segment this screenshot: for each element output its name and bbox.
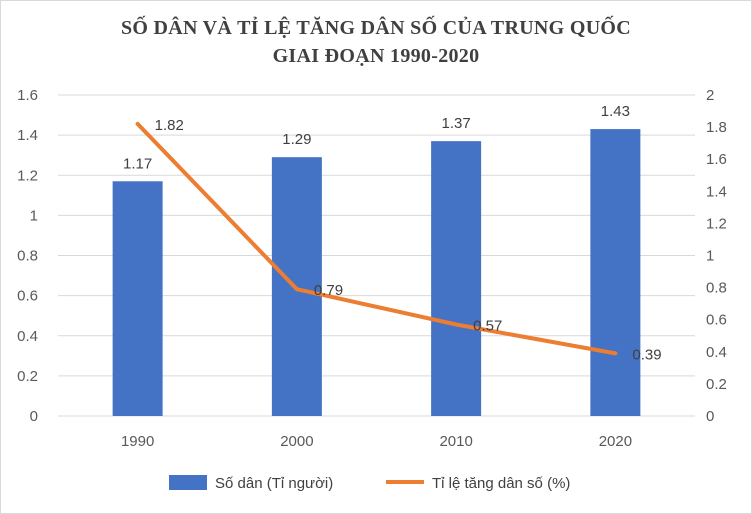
legend-line-label: Tỉ lệ tăng dân số (%) bbox=[432, 475, 570, 492]
right-tick-label: 0.6 bbox=[706, 312, 727, 329]
x-axis: 1990 2000 2010 2020 bbox=[121, 433, 632, 450]
x-tick-label: 1990 bbox=[121, 433, 154, 450]
line-data-label: 0.39 bbox=[632, 346, 661, 363]
data-labels: 1.17 1.29 1.37 1.43 1.82 0.79 0.57 0.39 bbox=[123, 103, 662, 363]
right-tick-label: 0.2 bbox=[706, 376, 727, 393]
x-tick-label: 2020 bbox=[599, 433, 632, 450]
right-tick-label: 1.6 bbox=[706, 151, 727, 168]
right-tick-label: 1 bbox=[706, 248, 714, 265]
x-tick-label: 2000 bbox=[280, 433, 313, 450]
left-tick-label: 0.8 bbox=[17, 248, 38, 265]
right-tick-label: 1.4 bbox=[706, 183, 727, 200]
bar bbox=[590, 129, 641, 416]
line-data-label: 1.82 bbox=[155, 117, 184, 134]
bar-data-label: 1.17 bbox=[123, 155, 152, 172]
right-tick-label: 0.8 bbox=[706, 280, 727, 297]
legend-bar-swatch bbox=[169, 475, 207, 490]
bar-series bbox=[112, 129, 641, 417]
chart-title-line-2: GIAI ĐOẠN 1990-2020 bbox=[272, 45, 480, 67]
right-tick-label: 0.4 bbox=[706, 344, 727, 361]
left-tick-label: 0.4 bbox=[17, 328, 38, 345]
left-tick-label: 0.2 bbox=[17, 368, 38, 385]
right-tick-label: 1.8 bbox=[706, 119, 727, 136]
legend-bar-label: Số dân (Tỉ người) bbox=[215, 475, 333, 492]
chart-title-line-1: SỐ DÂN VÀ TỈ LỆ TĂNG DÂN SỐ CỦA TRUNG QU… bbox=[120, 17, 632, 39]
bar bbox=[112, 181, 163, 416]
legend: Số dân (Tỉ người) Tỉ lệ tăng dân số (%) bbox=[169, 475, 570, 492]
line-series bbox=[135, 121, 618, 356]
left-tick-label: 0.6 bbox=[17, 288, 38, 305]
right-tick-label: 1.2 bbox=[706, 215, 727, 232]
line-data-label: 0.57 bbox=[473, 318, 502, 335]
left-tick-label: 0 bbox=[30, 408, 38, 425]
x-tick-label: 2010 bbox=[439, 433, 472, 450]
right-tick-label: 0 bbox=[706, 408, 714, 425]
right-tick-label: 2 bbox=[706, 87, 714, 104]
bar-data-label: 1.29 bbox=[282, 131, 311, 148]
chart-title: SỐ DÂN VÀ TỈ LỆ TĂNG DÂN SỐ CỦA TRUNG QU… bbox=[0, 14, 752, 70]
line-data-label: 0.79 bbox=[314, 282, 343, 299]
bar-data-label: 1.43 bbox=[601, 103, 630, 120]
right-axis: 0 0.2 0.4 0.6 0.8 1 1.2 1.4 1.6 1.8 2 bbox=[706, 87, 727, 425]
left-axis: 0 0.2 0.4 0.6 0.8 1 1.2 1.4 1.6 bbox=[17, 87, 38, 425]
left-tick-label: 1 bbox=[30, 207, 38, 224]
bar bbox=[431, 141, 482, 417]
gridlines bbox=[58, 94, 695, 417]
left-tick-label: 1.4 bbox=[17, 127, 38, 144]
line-path bbox=[135, 121, 618, 356]
left-tick-label: 1.2 bbox=[17, 167, 38, 184]
left-tick-label: 1.6 bbox=[17, 87, 38, 104]
bar-data-label: 1.37 bbox=[442, 115, 471, 132]
